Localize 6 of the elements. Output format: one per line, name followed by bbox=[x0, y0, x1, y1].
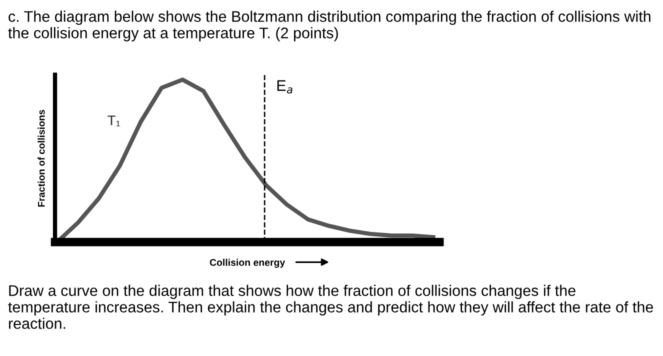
y-axis-title: Fraction of collisions bbox=[38, 110, 45, 207]
annotation: E$_{a}$ bbox=[277, 80, 292, 94]
chart-title: c. The diagram below shows the Boltzmann distribution comparing the fraction of collisions with the collision energy at a temperature T. (2 points) bbox=[8, 10, 650, 42]
series-label: T₁ bbox=[108, 116, 120, 126]
x-axis-title: Collision energy bbox=[210, 258, 286, 268]
text: Draw a curve on the diagram that shows how the fraction of collisions changes if the temperature increases. Then explain the changes and predict how they will affect the rate of the reaction. bbox=[8, 284, 654, 329]
